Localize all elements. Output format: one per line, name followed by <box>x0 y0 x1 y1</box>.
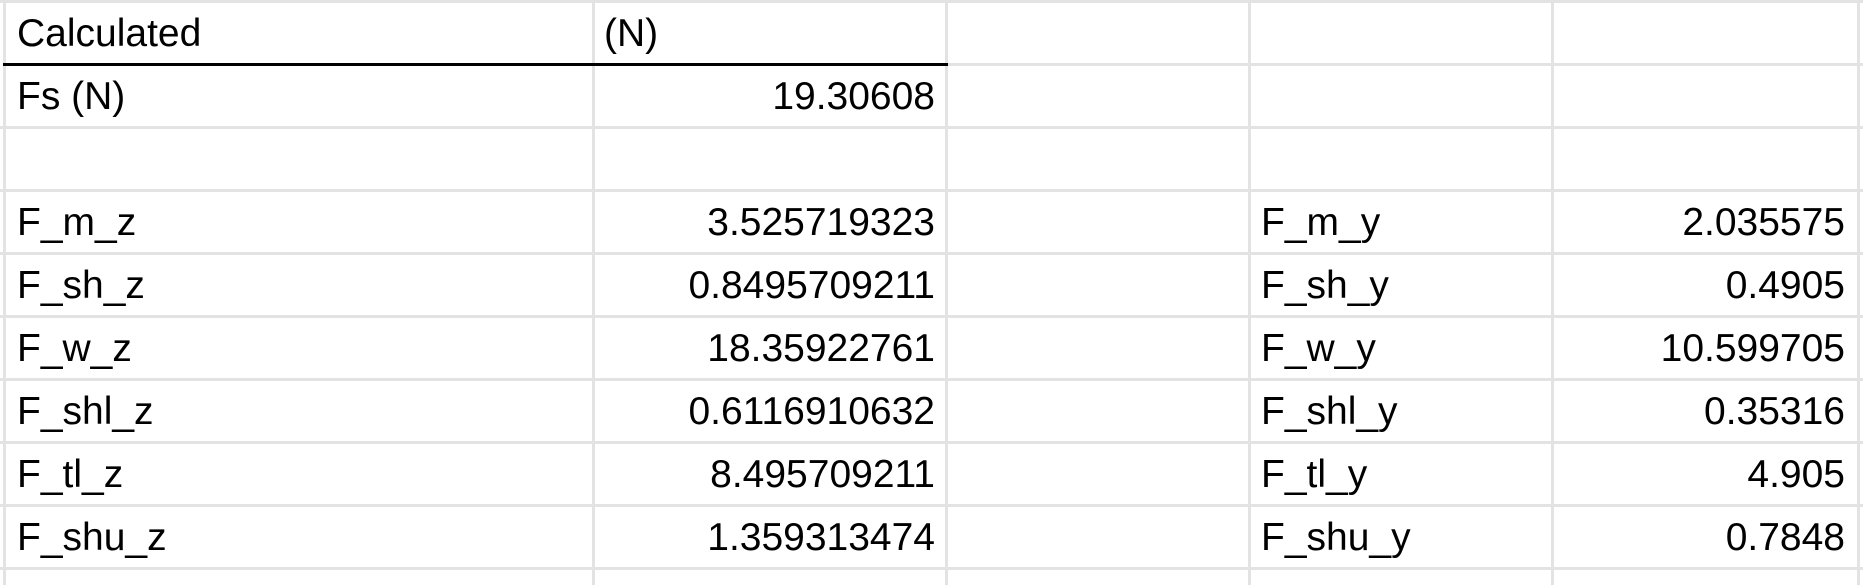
z-value-cell[interactable]: 18.35922761 <box>707 327 935 370</box>
z-value-cell[interactable]: 8.495709211 <box>710 453 935 496</box>
row-border <box>0 378 1863 381</box>
column-border <box>1248 0 1251 585</box>
y-label-cell[interactable]: F_m_y <box>1261 201 1381 244</box>
fs-label-cell[interactable]: Fs (N) <box>17 75 126 118</box>
z-label-cell[interactable]: F_sh_z <box>17 264 145 307</box>
row-border <box>0 126 1863 129</box>
y-label-cell[interactable]: F_w_y <box>1261 327 1376 370</box>
row-border <box>0 252 1863 255</box>
z-label-cell[interactable]: F_tl_z <box>17 453 124 496</box>
header-bottom-border <box>3 63 948 66</box>
row-border <box>0 0 1863 3</box>
row-border <box>0 567 1863 570</box>
z-label-cell[interactable]: F_m_z <box>17 201 137 244</box>
y-value-cell[interactable]: 2.035575 <box>1682 201 1845 244</box>
y-label-cell[interactable]: F_shl_y <box>1261 390 1398 433</box>
y-value-cell[interactable]: 0.35316 <box>1704 390 1845 433</box>
y-value-cell[interactable]: 4.905 <box>1747 453 1845 496</box>
z-label-cell[interactable]: F_shl_z <box>17 390 154 433</box>
y-label-cell[interactable]: F_tl_y <box>1261 453 1368 496</box>
y-value-cell[interactable]: 0.4905 <box>1725 264 1845 307</box>
row-border <box>0 441 1863 444</box>
header-unit-cell[interactable]: (N) <box>604 12 659 55</box>
column-border <box>1551 0 1554 585</box>
row-border <box>0 189 1863 192</box>
z-value-cell[interactable]: 0.8495709211 <box>688 264 935 307</box>
header-label-cell[interactable]: Calculated <box>17 12 202 55</box>
empty-cell[interactable] <box>17 130 587 190</box>
row-border <box>948 63 1863 66</box>
y-value-cell[interactable]: 0.7848 <box>1725 516 1845 559</box>
y-value-cell[interactable]: 10.599705 <box>1660 327 1845 370</box>
row-border <box>0 504 1863 507</box>
column-border <box>945 0 948 585</box>
y-label-cell[interactable]: F_sh_y <box>1261 264 1389 307</box>
z-label-cell[interactable]: F_shu_z <box>17 516 167 559</box>
y-label-cell[interactable]: F_shu_y <box>1261 516 1411 559</box>
z-value-cell[interactable]: 1.359313474 <box>707 516 935 559</box>
z-value-cell[interactable]: 0.6116910632 <box>688 390 935 433</box>
column-border <box>592 0 595 585</box>
z-value-cell[interactable]: 3.525719323 <box>707 201 935 244</box>
fs-value-cell[interactable]: 19.30608 <box>772 75 935 118</box>
column-border <box>1857 0 1860 585</box>
z-label-cell[interactable]: F_w_z <box>17 327 132 370</box>
row-border <box>0 315 1863 318</box>
column-border <box>3 0 6 585</box>
